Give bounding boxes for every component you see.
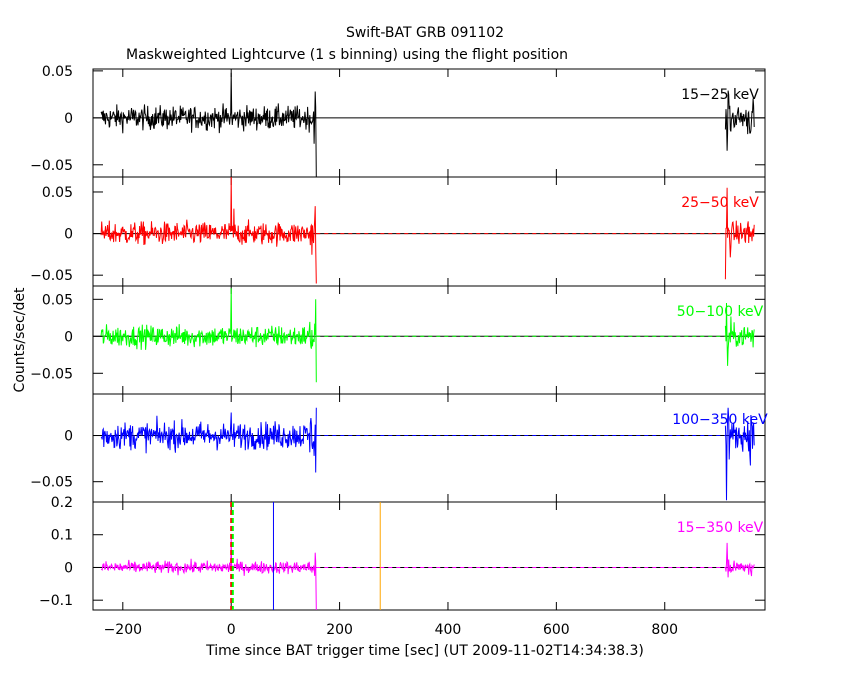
series-line	[724, 187, 755, 280]
series-line	[100, 537, 317, 611]
x-tick-label: 400	[435, 622, 462, 638]
series-line	[100, 176, 317, 284]
x-tick-label: 600	[543, 622, 570, 638]
panel-label: 15−350 keV	[677, 520, 764, 536]
y-tick-label: 0.2	[51, 495, 73, 511]
panel-frame	[92, 176, 766, 287]
series-line	[724, 542, 755, 578]
y-tick-label: 0.1	[51, 528, 73, 544]
x-tick-label: 200	[326, 622, 353, 638]
series-line	[100, 407, 317, 473]
panel-label: 50−100 keV	[677, 304, 764, 320]
y-tick-label: −0.05	[30, 366, 73, 382]
x-axis-label: Time since BAT trigger time [sec] (UT 20…	[205, 643, 644, 659]
panel-label: 25−50 keV	[681, 195, 759, 211]
y-tick-label: 0.05	[42, 185, 73, 201]
panel-label: 100−350 keV	[672, 412, 768, 428]
series-line	[100, 288, 317, 383]
panel-4: 0 −0.05 100−350 keV	[30, 393, 768, 503]
y-axis-label: Counts/sec/det	[12, 287, 28, 392]
y-tick-label: −0.1	[39, 593, 73, 609]
panel-3: 0.05 0 −0.05 50−100 keV	[30, 285, 766, 395]
panel-label: 15−25 keV	[681, 87, 759, 103]
series-line	[724, 302, 755, 366]
x-tick-label: 0	[227, 622, 236, 638]
y-tick-label: 0	[64, 227, 73, 243]
panel-2: 0.05 0 −0.05 25−50 keV	[30, 176, 766, 287]
y-tick-label: 0	[64, 329, 73, 345]
panel-frame	[92, 68, 766, 178]
chart-title: Swift-BAT GRB 091102	[346, 25, 504, 41]
y-tick-label: 0.05	[42, 292, 73, 308]
y-tick-label: 0	[64, 429, 73, 445]
y-tick-label: 0	[64, 111, 73, 127]
series-line	[100, 72, 317, 178]
series-line	[724, 407, 755, 501]
x-axis: −200 0 200 400 600 800	[104, 622, 679, 638]
panel-1: 0.05 0 −0.05 15−25 keV	[30, 64, 766, 178]
x-tick-label: −200	[104, 622, 142, 638]
x-tick-label: 800	[651, 622, 678, 638]
y-tick-label: −0.05	[30, 268, 73, 284]
chart-subtitle: Maskweighted Lightcurve (1 s binning) us…	[126, 47, 568, 63]
panel-frame	[92, 501, 766, 611]
y-tick-label: 0	[64, 560, 73, 576]
y-tick-label: −0.05	[30, 475, 73, 491]
y-tick-label: 0.05	[42, 64, 73, 80]
panel-5: 0.2 0.1 0 −0.1 15−350 keV	[39, 495, 766, 611]
y-tick-label: −0.05	[30, 158, 73, 174]
panel-frame	[92, 393, 766, 503]
series-line	[724, 90, 755, 151]
